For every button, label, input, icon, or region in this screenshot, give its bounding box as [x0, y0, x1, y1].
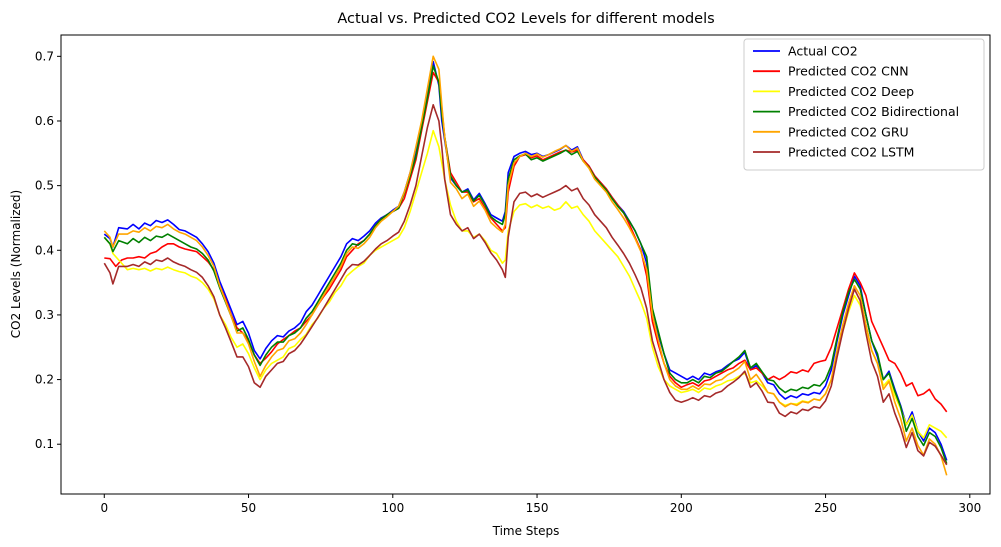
y-tick-label: 0.3	[35, 308, 54, 322]
y-axis-label: CO2 Levels (Normalized)	[9, 190, 23, 338]
x-tick-label: 0	[100, 501, 108, 515]
x-tick-label: 300	[958, 501, 981, 515]
legend-label: Actual CO2	[788, 44, 858, 59]
legend-label: Predicted CO2 Deep	[788, 84, 914, 99]
series-line-4	[103, 55, 948, 476]
series-line-0	[103, 60, 948, 461]
chart-title: Actual vs. Predicted CO2 Levels for diff…	[337, 11, 714, 27]
y-tick-label: 0.1	[35, 437, 54, 451]
plot-frame	[60, 34, 991, 495]
legend-label: Predicted CO2 CNN	[788, 64, 909, 79]
legend-label: Predicted CO2 Bidirectional	[788, 104, 959, 119]
legend-label: Predicted CO2 GRU	[788, 124, 909, 139]
x-tick-label: 200	[670, 501, 693, 515]
y-tick-label: 0.7	[35, 49, 54, 63]
x-axis-label: Time Steps	[492, 524, 560, 538]
x-axis: 0 50 100 150 200 250 300	[100, 494, 981, 515]
y-tick-label: 0.5	[35, 179, 54, 193]
x-tick-label: 250	[814, 501, 837, 515]
y-tick-label: 0.4	[35, 243, 54, 257]
legend-box	[743, 38, 985, 171]
x-tick-label: 50	[241, 501, 256, 515]
legend: Actual CO2 Predicted CO2 CNN Predicted CO2…	[743, 38, 985, 171]
y-tick-label: 0.6	[35, 114, 54, 128]
legend-label: Predicted CO2 LSTM	[788, 145, 914, 160]
series-line-5	[103, 104, 948, 466]
x-tick-label: 150	[526, 501, 549, 515]
x-tick-label: 100	[381, 501, 404, 515]
y-axis: 0.1 0.2 0.3 0.4 0.5 0.6 0.7	[35, 49, 61, 451]
series-lines	[103, 55, 948, 476]
y-tick-label: 0.2	[35, 373, 54, 387]
